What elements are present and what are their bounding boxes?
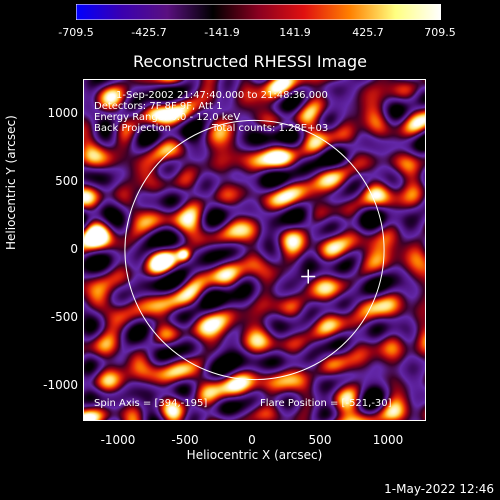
x-tick-label: 1000: [372, 433, 404, 447]
colorbar-tick-label: 425.7: [352, 26, 384, 39]
y-tick-label: -1000: [43, 378, 78, 392]
colorbar-tick-label: 141.9: [279, 26, 311, 39]
image-plot-frame: 1-Sep-2002 21:47:40.000 to 21:48:36.000 …: [83, 79, 426, 421]
solar-limb-circle: [124, 119, 385, 381]
colorbar-tick-label: 709.5: [424, 26, 456, 39]
detectors-text: Detectors: 7F 8F 9F, Att 1: [94, 101, 223, 112]
y-tick-label: -500: [50, 310, 78, 324]
plot-overlay: [124, 119, 385, 381]
x-tick-label: -500: [171, 433, 199, 447]
colorbar: [76, 4, 441, 20]
time-range-text: 1-Sep-2002 21:47:40.000 to 21:48:36.000: [116, 90, 328, 101]
image-title: Reconstructed RHESSI Image: [133, 52, 367, 71]
y-tick-label: 500: [55, 174, 78, 188]
y-tick-label: 0: [70, 242, 78, 256]
x-tick-label: 0: [248, 433, 256, 447]
energy-range-text: Energy Range: 6.0 - 12.0 keV: [94, 112, 241, 123]
colorbar-tick-label: -141.9: [204, 26, 240, 39]
total-counts-text: Total counts: 1.28E+03: [212, 123, 329, 134]
reconstructed-image: [84, 80, 425, 420]
flare-position-text: Flare Position = [-521,-30]: [260, 398, 392, 409]
x-tick-label: 500: [308, 433, 332, 447]
colorbar-tick-label: -425.7: [131, 26, 167, 39]
y-tick-label: 1000: [47, 106, 78, 120]
spin-axis-marker: [301, 269, 316, 284]
x-tick-label: -1000: [100, 433, 136, 447]
colorbar-tick-label: -709.5: [58, 26, 94, 39]
spin-axis-text: Spin Axis = [394,-195]: [94, 398, 208, 409]
method-text: Back Projection: [94, 123, 171, 134]
y-axis-label: Heliocentric Y (arcsec): [4, 115, 18, 250]
x-axis-label: Heliocentric X (arcsec): [186, 448, 323, 462]
timestamp: 1-May-2022 12:46: [384, 482, 494, 496]
